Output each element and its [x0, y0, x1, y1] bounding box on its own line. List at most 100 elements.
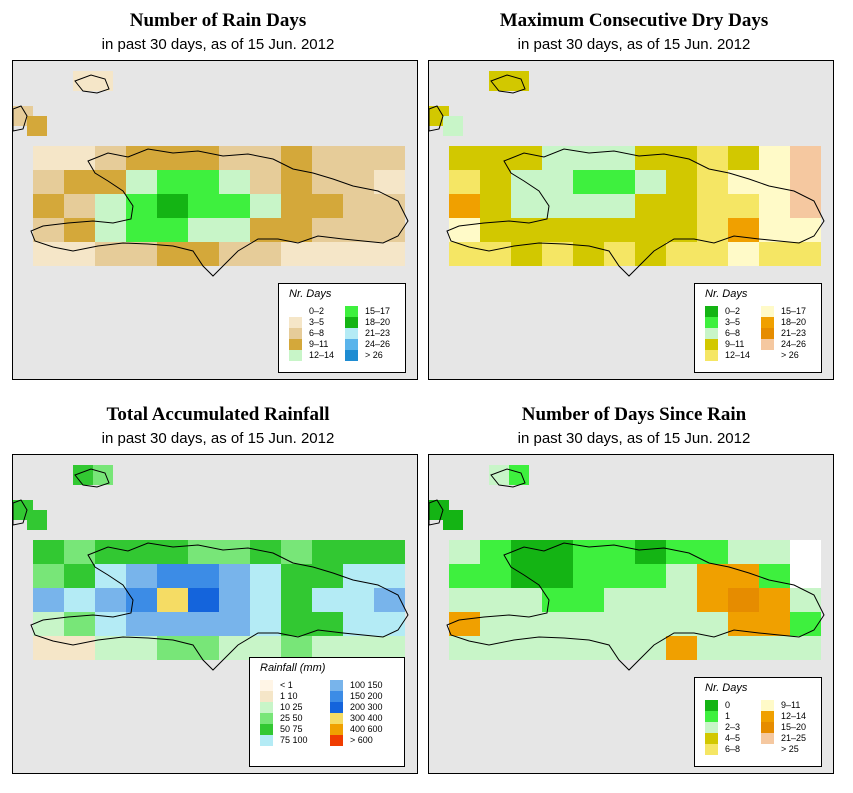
grid-cell — [728, 636, 759, 660]
grid-cell — [697, 146, 728, 170]
legend-title: Rainfall (mm) — [260, 662, 326, 674]
grid-cell — [509, 71, 529, 91]
grid-cell — [542, 218, 573, 242]
grid-cell — [635, 218, 666, 242]
grid-cell — [374, 564, 405, 588]
legend-label: 15–17 — [781, 306, 807, 316]
legend-label: 21–23 — [781, 328, 807, 338]
grid-cell — [157, 588, 188, 612]
grid-cell — [604, 612, 635, 636]
legend-swatch — [260, 702, 273, 713]
grid-cell — [126, 564, 157, 588]
map-grid — [13, 465, 409, 671]
map-frame: Nr. Days 0–2 3–5 6–8 9–11 12–14 15–17 18–20 21–2… — [12, 60, 418, 380]
grid-cell — [64, 636, 95, 660]
grid-cell — [188, 194, 219, 218]
grid-cell — [188, 540, 219, 564]
grid-cell — [93, 465, 113, 485]
grid-cell — [126, 612, 157, 636]
grid-cell — [480, 242, 511, 266]
grid-cell — [511, 146, 542, 170]
grid-cell — [449, 194, 480, 218]
grid-cell — [443, 116, 463, 136]
legend-swatch — [761, 711, 774, 722]
grid-cell — [219, 588, 250, 612]
legend-label: < 1 — [280, 680, 293, 690]
grid-cell — [480, 194, 511, 218]
coastline — [30, 148, 409, 277]
grid-cell — [64, 588, 95, 612]
coastline — [446, 148, 825, 277]
grid-cell — [281, 564, 312, 588]
panel-subtitle: in past 30 days, as of 15 Jun. 2012 — [517, 36, 751, 53]
grid-cell — [666, 588, 697, 612]
legend-label: 3–5 — [309, 317, 325, 327]
grid-cell — [790, 146, 821, 170]
legend-swatch — [761, 350, 774, 361]
panel-title: Total Accumulated Rainfall — [106, 404, 330, 425]
legend-swatch — [345, 317, 358, 328]
legend-swatch — [761, 328, 774, 339]
grid-cell — [126, 170, 157, 194]
panel-dry_days: Maximum Consecutive Dry Days in past 30 d… — [428, 0, 840, 382]
legend-swatch — [345, 339, 358, 350]
grid-cell — [666, 218, 697, 242]
grid-cell — [542, 636, 573, 660]
grid-cell — [33, 588, 64, 612]
legend-swatch — [705, 733, 718, 744]
legend-label: 24–26 — [781, 339, 807, 349]
legend-label: 15–20 — [781, 722, 807, 732]
legend-label: 12–14 — [725, 350, 751, 360]
grid-cell — [635, 564, 666, 588]
grid-cell — [157, 194, 188, 218]
coastline — [30, 542, 409, 671]
grid-cell — [343, 170, 374, 194]
legend-label: 21–23 — [365, 328, 391, 338]
grid-cell — [604, 242, 635, 266]
grid-cell — [697, 194, 728, 218]
grid-cell — [95, 588, 126, 612]
legend-swatch — [705, 339, 718, 350]
legend-label: 10 25 — [280, 702, 303, 712]
map-grid — [429, 465, 825, 671]
grid-cell — [480, 170, 511, 194]
legend-swatch — [289, 306, 302, 317]
grid-cell — [64, 242, 95, 266]
grid-cell — [604, 170, 635, 194]
legend-label: 1 10 — [280, 691, 298, 701]
grid-cell — [697, 636, 728, 660]
coastline — [490, 468, 526, 488]
grid-cell — [281, 612, 312, 636]
grid-cell — [64, 146, 95, 170]
grid-cell — [374, 218, 405, 242]
grid-cell — [666, 242, 697, 266]
legend-label: 9–11 — [781, 700, 801, 710]
coastline — [429, 105, 444, 132]
coastline — [490, 74, 526, 94]
grid-cell — [374, 612, 405, 636]
grid-cell — [188, 636, 219, 660]
grid-cell — [281, 194, 312, 218]
grid-cell — [33, 564, 64, 588]
grid-cell — [343, 194, 374, 218]
legend-swatch — [705, 700, 718, 711]
legend-swatch — [761, 733, 774, 744]
grid-cell — [449, 612, 480, 636]
grid-cell — [759, 540, 790, 564]
grid-cell — [635, 588, 666, 612]
grid-cell — [728, 540, 759, 564]
grid-cell — [64, 170, 95, 194]
legend-label: 2–3 — [725, 722, 741, 732]
grid-cell — [374, 194, 405, 218]
grid-cell — [573, 564, 604, 588]
legend-label: 150 200 — [350, 691, 383, 701]
legend-label: 25 50 — [280, 713, 303, 723]
legend-swatch — [260, 691, 273, 702]
grid-cell — [635, 146, 666, 170]
panel-rainfall: Total Accumulated Rainfall in past 30 day… — [12, 394, 424, 776]
grid-cell — [542, 564, 573, 588]
grid-cell — [250, 242, 281, 266]
grid-cell — [188, 242, 219, 266]
grid-cell — [542, 194, 573, 218]
legend-swatch — [260, 735, 273, 746]
